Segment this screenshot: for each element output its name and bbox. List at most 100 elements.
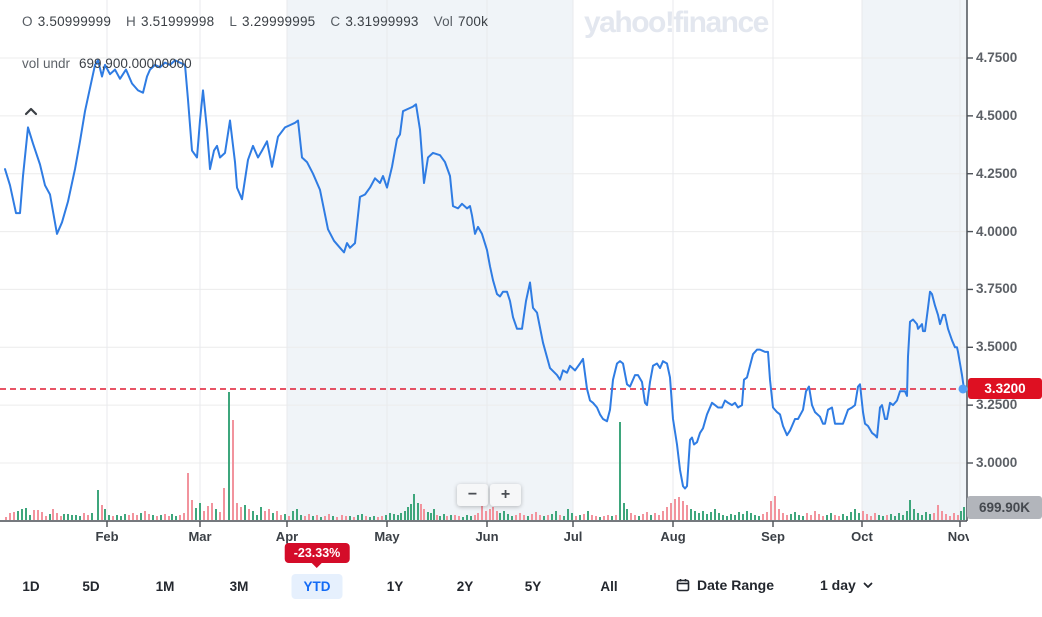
range-button-5y[interactable]: 5Y [513,574,554,599]
volume-bar [446,516,448,521]
range-button-1d[interactable]: 1D [10,574,51,599]
volume-bar [41,512,43,521]
volume-bar [890,514,892,521]
volume-bar [29,515,31,521]
price-chart-canvas[interactable] [0,0,1042,560]
volume-bar [917,513,919,521]
volume-bar [949,516,951,521]
zoom-in-button[interactable]: + [490,484,521,506]
volume-bar [381,516,383,521]
volume-bar [850,512,852,521]
volume-bar [470,516,472,521]
volume-bar [686,505,688,521]
volume-bar [599,517,601,521]
volume-bar [219,512,221,521]
volume-bar [156,516,158,521]
x-axis-label: Aug [660,529,686,544]
range-button-1y[interactable]: 1Y [375,574,416,599]
volume-bar [430,513,432,521]
volume-bar [496,511,498,521]
volume-bar [328,514,330,521]
volume-bar [678,497,680,521]
x-axis-label: Apr [275,529,299,544]
collapse-indicator-icon[interactable] [24,103,40,116]
x-axis-label: Mar [188,529,212,544]
volume-bar [770,501,772,521]
volume-bar [575,516,577,521]
volume-bar [410,504,412,521]
volume-bar [738,512,740,521]
range-button-5d[interactable]: 5D [70,574,111,599]
volume-bar [393,514,395,521]
volume-bar [682,501,684,521]
volume-bar [583,514,585,521]
volume-bar [458,516,460,521]
volume-bar [818,514,820,521]
range-button-1m[interactable]: 1M [144,574,187,599]
range-button-2y[interactable]: 2Y [445,574,486,599]
range-button-all[interactable]: All [588,574,629,599]
volume-bar [670,503,672,521]
volume-bar [232,420,234,521]
volume-bar [866,514,868,521]
volume-bar [878,515,880,521]
volume-bar [357,515,359,521]
volume-bar [838,516,840,521]
volume-bar [79,516,81,521]
x-axis-label: Jun [475,529,499,544]
volume-bar [814,511,816,521]
zoom-out-button[interactable]: − [457,484,488,506]
date-range-label: Date Range [697,577,775,593]
volume-bar [292,511,294,521]
volume-bar [353,517,355,521]
volume-bar [535,512,537,521]
volume-bar [654,513,656,521]
zoom-controls: − + [457,484,521,506]
volume-bar [49,514,51,521]
volume-bar [886,515,888,521]
volume-bar [515,515,517,521]
x-axis-label: May [374,529,400,544]
volume-bar [702,511,704,521]
volume-bar [183,513,185,521]
volume-bar [199,503,201,521]
range-button-3m[interactable]: 3M [218,574,261,599]
volume-bar [794,512,796,521]
volume-bar [579,515,581,521]
volume-bar [485,511,487,521]
volume-bar [248,509,250,521]
volume-bar [810,515,812,521]
volume-bar [894,516,896,521]
volume-bar [830,513,832,521]
volume-bar [607,515,609,521]
volume-bar [539,515,541,521]
indicator-value: 699,900.00000000 [79,56,192,71]
x-axis-label: Oct [851,529,873,544]
date-range-button[interactable]: Date Range [670,576,780,594]
volume-bar [160,515,162,521]
volume-bar [341,515,343,521]
volume-bar [312,516,314,521]
range-button-ytd[interactable]: YTD [291,574,343,599]
volume-bar [929,514,931,521]
volume-bar [436,515,438,521]
volume-bar [882,516,884,521]
volume-bar [171,514,173,521]
interval-select[interactable]: 1 day [814,576,879,594]
volume-bar [960,511,962,521]
volume-bar [385,515,387,521]
interval-label: 1 day [820,577,856,593]
volume-bar [591,515,593,521]
volume-bar [304,516,306,521]
volume-bar [802,516,804,521]
volume-bar [834,515,836,521]
volume-bar [826,515,828,521]
volume-bar [674,499,676,521]
volume-bar [698,513,700,521]
volume-bar [5,517,7,521]
volume-bar [519,513,521,521]
volume-bar [758,516,760,521]
quarter-shading-band [287,0,573,521]
volume-bar [9,513,11,521]
volume-bar [108,515,110,521]
